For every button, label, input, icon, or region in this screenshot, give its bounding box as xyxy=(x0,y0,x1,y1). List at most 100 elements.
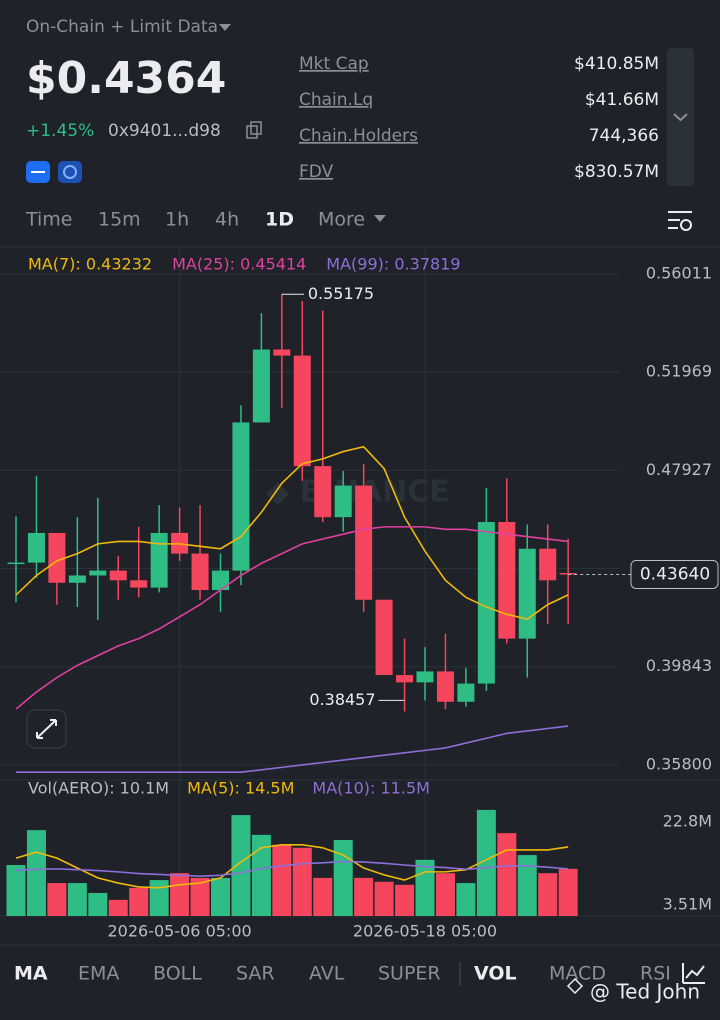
candle-body xyxy=(539,548,557,581)
candle-body xyxy=(252,349,270,423)
indicator-tabs: MA EMA BOLL SAR AVL SUPER VOL MACD RSI xyxy=(14,963,671,985)
volume-bar xyxy=(476,809,496,916)
volume-bar xyxy=(251,834,271,916)
ma-line xyxy=(15,843,569,889)
volume-bar xyxy=(26,830,46,916)
data-source-selector[interactable]: On-Chain + Limit Data xyxy=(26,17,218,37)
candle-body xyxy=(498,522,516,639)
legend-entry: MA(10): 11.5M xyxy=(312,779,430,798)
volume-bar xyxy=(231,815,251,916)
candle-body xyxy=(27,532,45,563)
timeframe-tabs: Time 15m 1h 4h 1D More xyxy=(25,209,365,231)
high-label: 0.55175 xyxy=(308,284,374,303)
candle-body xyxy=(518,548,536,639)
volume-bar xyxy=(517,855,537,916)
dropdown-icon xyxy=(219,24,231,31)
indicator-tab[interactable]: SAR xyxy=(236,963,275,985)
volume-bar xyxy=(170,873,190,916)
candle-body xyxy=(150,532,168,588)
candle-body xyxy=(232,422,250,571)
volume-bar xyxy=(108,899,128,916)
x-tick-label: 2026-05-06 05:00 xyxy=(108,922,252,941)
candle-body xyxy=(314,466,332,518)
candle-body xyxy=(130,580,148,588)
indicator-tab[interactable]: VOL xyxy=(474,963,517,985)
volume-bar xyxy=(395,884,415,916)
volume-bar xyxy=(129,887,149,916)
volume-bar xyxy=(415,859,435,916)
volume-bar xyxy=(354,877,374,916)
candle-body xyxy=(68,575,86,583)
indicator-tab[interactable]: AVL xyxy=(309,963,345,985)
price: $0.4364 xyxy=(26,53,226,104)
volume-bar xyxy=(497,833,517,916)
indicator-tab[interactable]: MACD xyxy=(549,963,606,985)
ma-line xyxy=(15,445,569,621)
indicator-tab[interactable]: MA xyxy=(14,963,48,985)
more-dropdown-icon xyxy=(374,215,386,222)
stat-label: Mkt Cap xyxy=(299,54,369,74)
volume-tick-label: 22.8M xyxy=(663,811,712,830)
stat-label: Chain.Lq xyxy=(299,90,373,110)
copy-icon[interactable] xyxy=(246,125,258,139)
y-tick-label: 0.39843 xyxy=(646,656,712,675)
timeframe-tab[interactable]: 15m xyxy=(98,209,141,231)
timeframe-tab[interactable]: 4h xyxy=(215,209,239,231)
y-tick-label: 0.56011 xyxy=(646,263,712,282)
volume-bar xyxy=(292,847,312,916)
contract-address: 0x9401...d98 xyxy=(108,121,221,141)
watermark: @ Ted John xyxy=(590,980,700,1004)
stat-value: $41.66M xyxy=(585,90,659,110)
candle-body xyxy=(191,553,209,591)
watermark-logo xyxy=(566,977,584,995)
stat-value: $410.85M xyxy=(574,54,659,74)
ma-line xyxy=(16,725,569,774)
legend-entry: MA(99): 0.37819 xyxy=(326,255,460,274)
stat-label: FDV xyxy=(299,162,334,182)
volume-bar xyxy=(374,881,394,916)
indicator-tab[interactable]: SUPER xyxy=(378,963,441,985)
expand-icon xyxy=(673,113,688,122)
volume-bar xyxy=(272,844,292,916)
chart-settings-icon[interactable] xyxy=(668,211,692,231)
stat-value: 744,366 xyxy=(589,126,659,146)
timeframe-tab[interactable]: Time xyxy=(25,209,73,231)
candle-body xyxy=(293,355,311,467)
price-change: +1.45% xyxy=(26,121,94,141)
candle-body xyxy=(375,599,393,676)
volume-tick-label: 3.51M xyxy=(663,894,712,913)
token-badge xyxy=(58,161,82,183)
timeframe-tab[interactable]: 1D xyxy=(265,209,294,231)
expand-panel[interactable] xyxy=(667,48,694,186)
settings-gear xyxy=(680,219,692,231)
timeframe-tab[interactable]: More xyxy=(318,209,365,231)
indicator-tab[interactable]: BOLL xyxy=(153,963,202,985)
candle-body xyxy=(559,573,577,575)
indicator-tab[interactable]: RSI xyxy=(640,963,671,985)
indicator-tab[interactable]: EMA xyxy=(78,963,119,985)
timeframe-tab[interactable]: 1h xyxy=(165,209,189,231)
low-label: 0.38457 xyxy=(309,690,375,709)
candle-body xyxy=(334,485,352,518)
volume-bar xyxy=(435,873,455,916)
candle-body xyxy=(355,485,373,600)
token-badge-mark xyxy=(63,165,77,179)
volume-bar xyxy=(88,892,108,916)
volume-bar xyxy=(47,883,67,916)
candle-body xyxy=(457,683,475,702)
volume-legend: Vol(AERO): 10.1M xyxy=(28,779,169,798)
last-price-label: 0.43640 xyxy=(640,564,710,584)
volume-bar xyxy=(313,877,333,916)
indicator-settings-icon[interactable] xyxy=(682,963,705,984)
volume-bar xyxy=(538,873,558,916)
legend-entry: MA(5): 14.5M xyxy=(187,779,294,798)
candle-body xyxy=(396,675,414,683)
legend-entry: MA(25): 0.45414 xyxy=(172,255,306,274)
candle-body xyxy=(477,522,495,684)
candle-body xyxy=(273,349,291,356)
candle-body xyxy=(109,570,127,581)
volume-bar xyxy=(149,880,169,916)
ma-line xyxy=(15,860,569,877)
last-price-box xyxy=(630,559,719,589)
